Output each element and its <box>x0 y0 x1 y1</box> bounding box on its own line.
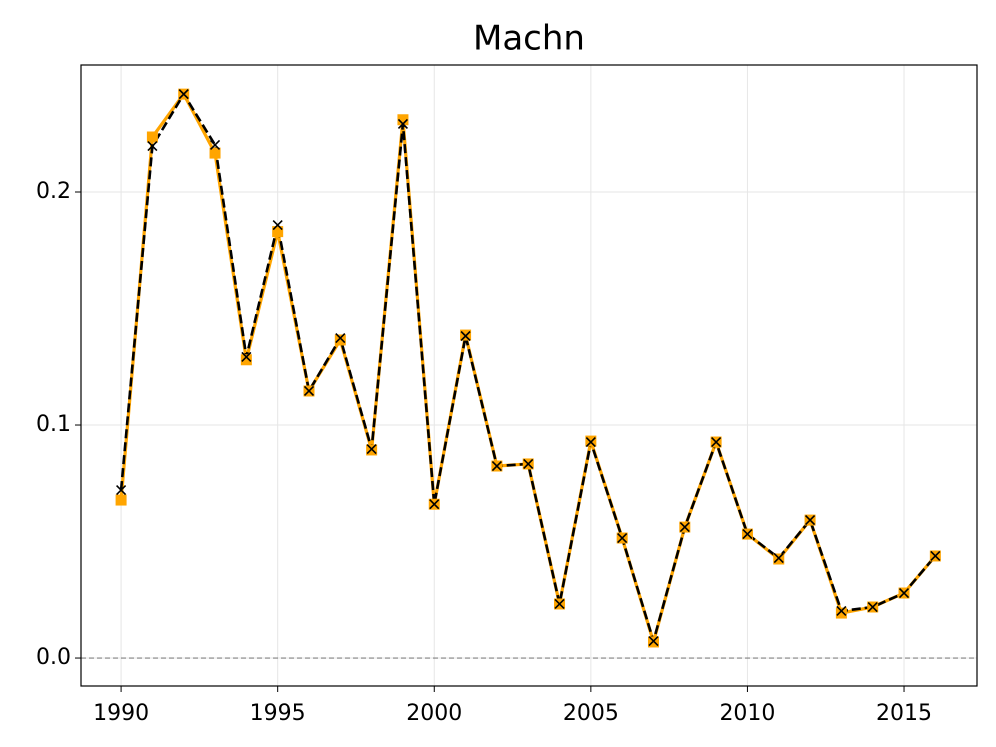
point-marker <box>272 220 283 231</box>
point-marker <box>930 550 941 562</box>
point-marker <box>366 443 377 455</box>
point-marker <box>679 522 690 533</box>
x-tick-label: 2000 <box>406 701 462 726</box>
point-marker <box>303 385 315 397</box>
plot-frame <box>80 64 978 687</box>
x-tick-label: 1995 <box>250 701 306 726</box>
y-tick-label: 0.0 <box>36 645 71 670</box>
point-marker <box>272 226 284 238</box>
x-tick-label: 2005 <box>563 701 619 726</box>
point-marker <box>554 598 565 610</box>
point-marker <box>209 147 221 159</box>
point-marker <box>460 330 471 342</box>
point-marker <box>334 334 346 346</box>
x-tick-label: 2015 <box>876 701 932 726</box>
point-marker <box>115 494 127 506</box>
point-marker <box>773 553 784 564</box>
y-tick-label: 0.2 <box>36 179 71 204</box>
point-marker <box>240 354 252 366</box>
point-marker <box>147 141 158 152</box>
point-marker <box>491 460 502 472</box>
point-marker <box>241 351 252 363</box>
point-marker <box>397 118 409 130</box>
chart-title: Machn <box>473 19 585 59</box>
point-marker <box>585 436 596 448</box>
point-marker <box>836 605 847 617</box>
point-marker <box>209 139 221 150</box>
point-marker <box>116 484 127 496</box>
point-marker <box>867 601 878 613</box>
point-marker <box>397 114 409 126</box>
point-marker <box>898 587 910 599</box>
series-line <box>119 92 937 644</box>
x-tick-label: 2010 <box>719 701 775 726</box>
point-marker <box>648 635 659 647</box>
point-marker <box>178 89 189 100</box>
y-tick-label: 0.1 <box>36 412 71 437</box>
point-marker <box>146 131 158 143</box>
point-marker <box>805 515 816 526</box>
series-line <box>119 92 937 643</box>
point-marker <box>429 499 440 510</box>
point-marker <box>835 607 847 619</box>
point-marker <box>711 436 722 448</box>
point-marker <box>742 529 753 540</box>
point-marker <box>617 532 628 544</box>
point-marker <box>335 333 346 344</box>
x-tick-label: 1990 <box>93 701 149 726</box>
point-marker <box>523 458 534 469</box>
